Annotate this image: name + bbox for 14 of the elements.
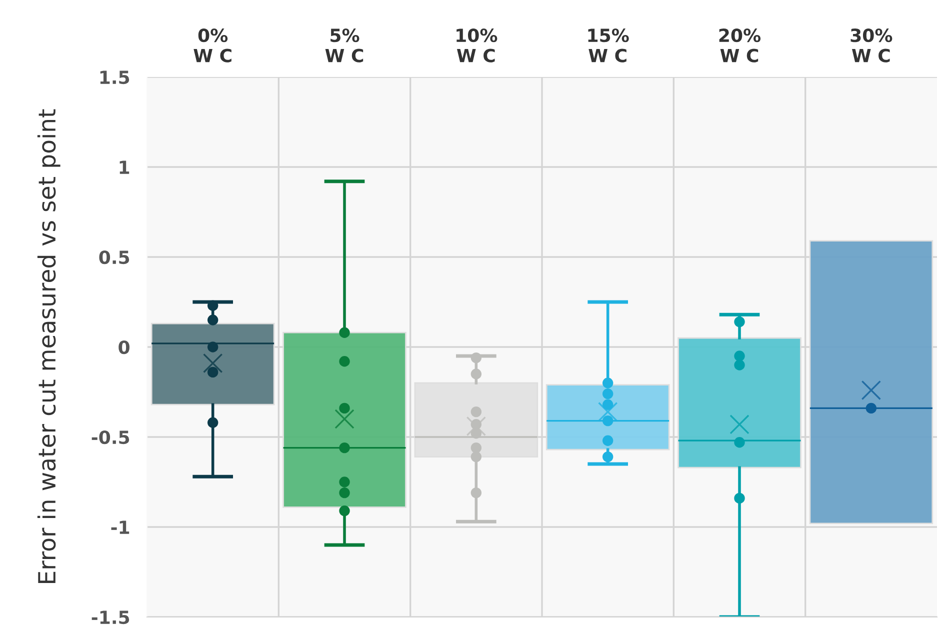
y-tick-label: 0 (118, 340, 130, 354)
y-tick-label: 1 (120, 160, 130, 174)
y-tick-label: -1 (111, 520, 130, 534)
y-tick-label: -1.5 (92, 610, 130, 624)
x-tick-label: 20% W C (719, 28, 761, 62)
y-tick-label: 0.5 (99, 250, 130, 264)
y-tick-label: -0.5 (92, 430, 130, 444)
x-tick-label: 0% W C (194, 28, 232, 62)
x-tick-label: 5% W C (325, 28, 364, 62)
y-axis-title: Error in water cut measured vs set point (37, 109, 60, 583)
x-tick-label: 10% W C (456, 28, 498, 62)
x-tick-label: 15% W C (588, 28, 629, 62)
y-tick-label: 1.5 (100, 70, 130, 84)
x-tick-label: 30% W C (850, 28, 892, 62)
